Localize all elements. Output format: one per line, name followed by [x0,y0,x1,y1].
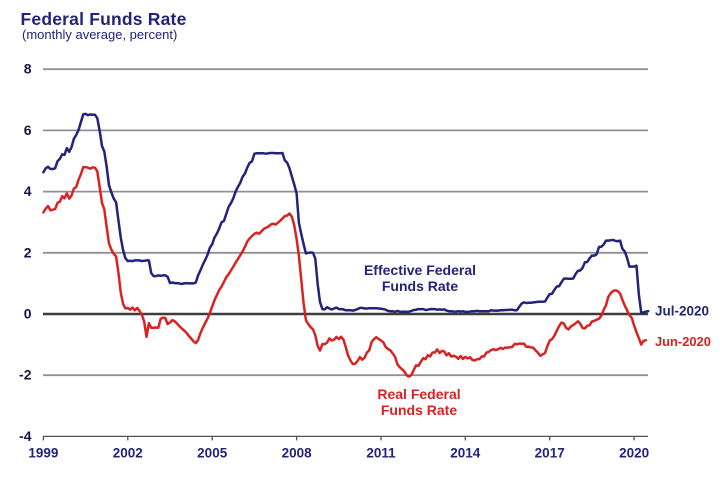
svg-text:Funds Rate: Funds Rate [381,402,457,418]
svg-text:1999: 1999 [28,445,58,460]
svg-text:2005: 2005 [197,445,228,460]
svg-text:Jul-2020: Jul-2020 [655,304,709,319]
svg-text:Jun-2020: Jun-2020 [655,334,711,349]
svg-text:6: 6 [24,122,32,138]
svg-text:2011: 2011 [366,445,396,460]
svg-text:Effective Federal: Effective Federal [364,262,476,278]
svg-text:2014: 2014 [450,445,481,460]
svg-text:2: 2 [24,244,32,260]
svg-text:2008: 2008 [282,445,313,460]
svg-text:2002: 2002 [113,445,143,460]
svg-text:Funds Rate: Funds Rate [382,278,458,294]
svg-text:-2: -2 [19,367,32,383]
svg-text:2017: 2017 [535,445,565,460]
svg-text:Real Federal: Real Federal [377,386,460,402]
svg-text:8: 8 [24,61,32,77]
svg-text:4: 4 [24,183,32,199]
svg-text:0: 0 [24,306,32,322]
svg-text:-4: -4 [19,428,32,444]
svg-text:2020: 2020 [619,445,649,460]
